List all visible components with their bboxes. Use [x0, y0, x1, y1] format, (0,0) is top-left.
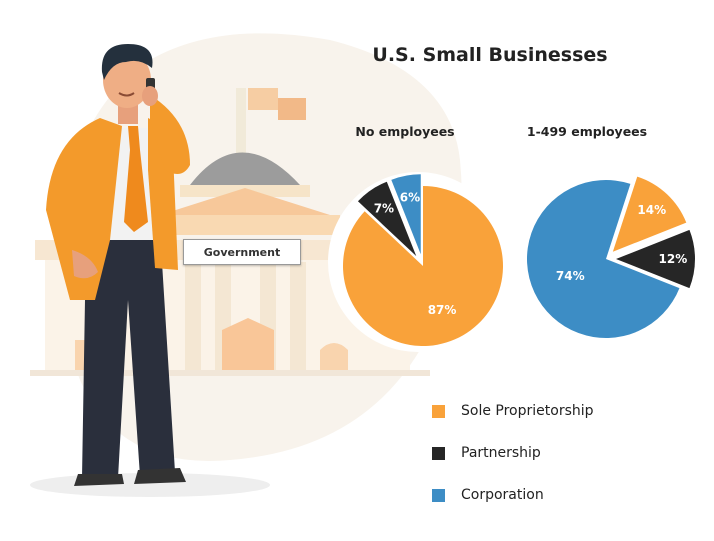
- pie-slice-corporation: [391, 174, 421, 255]
- chart-title: U.S. Small Businesses: [372, 44, 608, 66]
- legend-item-partnership: Partnership: [432, 432, 594, 474]
- legend-label: Partnership: [461, 445, 541, 461]
- legend: Sole Proprietorship Partnership Corporat…: [432, 390, 594, 516]
- legend-label: Sole Proprietorship: [461, 403, 594, 419]
- legend-item-corporation: Corporation: [432, 474, 594, 516]
- pie-slice-partnership: [616, 229, 696, 289]
- pie-chart-no-employees: 87% 7% 6%: [343, 174, 503, 346]
- pie-label-sole-proprietorship: 14%: [637, 203, 666, 217]
- pie-slice-partnership: [357, 181, 417, 257]
- pie-slice-sole-proprietorship: [343, 186, 503, 346]
- pie-label-partnership: 7%: [374, 201, 394, 215]
- legend-swatch: [432, 446, 445, 460]
- legend-label: Corporation: [461, 487, 544, 503]
- pie-label-corporation: 74%: [556, 269, 585, 283]
- pie-slice-sole-proprietorship: [612, 176, 687, 252]
- government-sign: Government: [183, 239, 301, 265]
- legend-swatch: [432, 404, 445, 418]
- businessman-figure: [46, 44, 190, 486]
- pie-label-partnership: 12%: [659, 252, 688, 266]
- pie-chart-1-499-employees: 14% 12% 74%: [527, 176, 696, 338]
- pie-title-1-499-employees: 1-499 employees: [526, 124, 648, 139]
- pie-label-corporation: 6%: [400, 191, 420, 205]
- legend-swatch: [432, 488, 445, 502]
- pie-label-sole-proprietorship: 87%: [428, 303, 457, 317]
- pie-title-no-employees: No employees: [355, 124, 455, 139]
- legend-item-sole-proprietorship: Sole Proprietorship: [432, 390, 594, 432]
- pie-slice-corporation: [527, 180, 680, 338]
